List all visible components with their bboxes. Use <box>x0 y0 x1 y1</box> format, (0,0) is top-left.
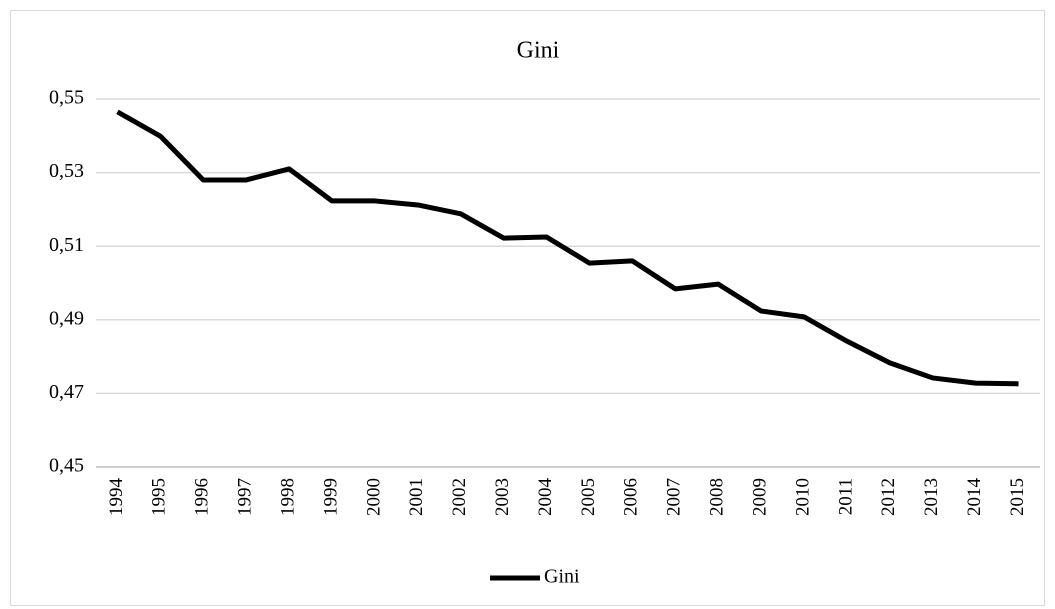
y-tick-label: 0,49 <box>49 307 84 329</box>
x-tick-label: 2014 <box>964 478 985 517</box>
x-tick-label: 1996 <box>192 478 213 516</box>
y-tick-label: 0,51 <box>49 234 84 256</box>
x-tick-label: 1998 <box>277 478 298 516</box>
x-tick-label: 1999 <box>320 478 341 516</box>
x-tick-label: 1994 <box>106 478 127 517</box>
x-tick-label: 2000 <box>363 478 384 516</box>
y-tick-label: 0,47 <box>49 381 84 403</box>
x-tick-label: 2001 <box>406 478 427 516</box>
x-tick-label: 2004 <box>535 478 556 517</box>
y-tick-label: 0,55 <box>49 87 84 109</box>
x-tick-label: 1995 <box>149 478 170 516</box>
x-tick-label: 2012 <box>878 478 899 516</box>
x-tick-label: 2007 <box>664 478 685 516</box>
x-tick-label: 2005 <box>578 478 599 516</box>
x-tick-label: 2008 <box>707 478 728 516</box>
x-tick-label: 2011 <box>835 478 856 515</box>
x-tick-label: 2006 <box>621 478 642 516</box>
y-tick-label: 0,45 <box>49 455 84 477</box>
x-tick-label: 1997 <box>235 478 256 516</box>
x-tick-label: 2003 <box>492 478 513 516</box>
legend-label: Gini <box>544 566 580 588</box>
x-tick-label: 2010 <box>792 478 813 516</box>
x-tick-label: 2013 <box>921 478 942 516</box>
chart-title: Gini <box>517 38 560 64</box>
chart-border <box>10 10 1045 606</box>
data-line <box>116 109 1019 387</box>
y-tick-label: 0,53 <box>49 160 84 182</box>
x-tick-label: 2002 <box>449 478 470 516</box>
x-tick-label: 2015 <box>1007 478 1028 516</box>
x-tick-label: 2009 <box>749 478 770 516</box>
